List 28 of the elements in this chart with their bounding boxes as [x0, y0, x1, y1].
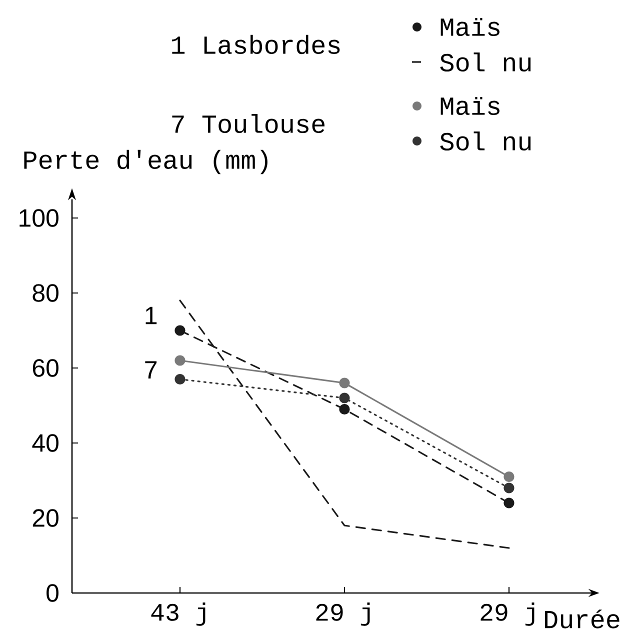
x-tick-label: 43 j [151, 602, 206, 626]
point [504, 471, 514, 482]
legend-label: Maïs [440, 96, 500, 116]
y-axis-title: Perte d'eau (mm) [24, 150, 268, 174]
annotation: 1 [146, 306, 157, 324]
y-tick-label: 60 [32, 359, 58, 377]
point [174, 355, 186, 366]
point [504, 482, 514, 494]
legend-label: Sol nu [440, 131, 531, 151]
x-tick-label: 29 j [316, 602, 370, 626]
point [339, 392, 350, 404]
y-tick-label: 100 [20, 209, 58, 227]
y-tick-label: 20 [32, 509, 58, 527]
x-axis-title: Durée [545, 610, 620, 628]
y-tick-label: 40 [32, 434, 58, 452]
legend-label: Maïs [440, 18, 500, 36]
text: 1 Lasbordes [172, 34, 340, 54]
y-tick-label: 80 [32, 284, 58, 302]
text: 7 Toulouse [172, 114, 324, 134]
point [339, 378, 350, 388]
point [339, 404, 350, 415]
annotation: 7 [145, 361, 157, 378]
x-tick-label: 29 j [480, 602, 534, 626]
legend-label: Sol nu [440, 52, 531, 72]
point [174, 374, 186, 385]
y-tick-label: 0 [46, 584, 58, 602]
point [504, 498, 514, 508]
point [174, 325, 186, 336]
